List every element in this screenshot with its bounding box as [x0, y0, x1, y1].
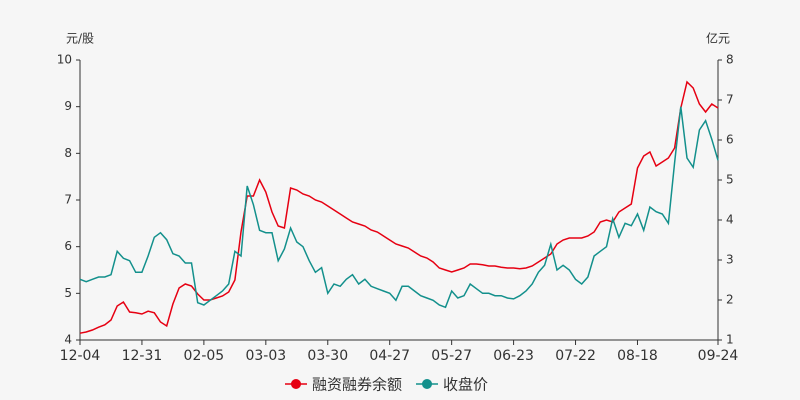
- x-tick-label: 03-30: [307, 348, 348, 364]
- x-tick-label: 08-18: [617, 348, 658, 364]
- x-tick-label: 06-23: [493, 348, 534, 364]
- y-tick-label: 8: [64, 146, 72, 160]
- x-tick-label: 02-05: [184, 348, 225, 364]
- x-tick-label: 05-27: [431, 348, 472, 364]
- y-tick-label: 4: [64, 333, 72, 347]
- legend-marker: [422, 379, 433, 389]
- x-tick-label: 04-27: [369, 348, 410, 364]
- x-tick-label: 07-22: [555, 348, 596, 364]
- y-tick-label: 9: [64, 99, 72, 113]
- y2-tick-label: 5: [726, 173, 734, 187]
- y2-tick-label: 6: [726, 133, 734, 147]
- x-tick-label: 09-24: [698, 348, 739, 364]
- y2-axis-label: 亿元: [706, 31, 730, 46]
- y-axis-label: 元/股: [66, 32, 94, 46]
- legend-marker: [291, 379, 301, 389]
- y-tick-label: 7: [64, 193, 72, 207]
- y2-tick-label: 7: [726, 93, 734, 107]
- y2-tick-label: 2: [726, 293, 734, 307]
- y-tick-label: 10: [57, 53, 72, 67]
- y2-tick-label: 3: [726, 253, 734, 267]
- legend-label: 融资融券余额: [312, 376, 402, 394]
- y-tick-label: 6: [64, 239, 72, 253]
- legend-label: 收盘价: [443, 376, 488, 394]
- series-line: [79, 106, 719, 309]
- x-tick-label: 12-04: [60, 348, 101, 364]
- y-tick-label: 5: [64, 286, 72, 300]
- y2-tick-label: 1: [726, 333, 734, 347]
- y2-tick-label: 8: [726, 53, 734, 67]
- y2-tick-label: 4: [726, 213, 734, 227]
- x-tick-label: 03-03: [245, 348, 286, 364]
- x-tick-label: 12-31: [122, 348, 163, 364]
